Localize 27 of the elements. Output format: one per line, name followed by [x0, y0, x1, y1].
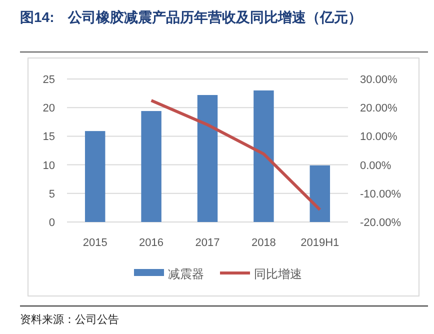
legend-label: 同比增速: [254, 267, 302, 281]
y-tick-label: 25: [42, 74, 55, 86]
y-tick-label: 5: [48, 188, 55, 200]
x-tick-label: 2016: [139, 237, 164, 249]
line-series: [150, 98, 322, 212]
y-tick-label: 20: [42, 102, 55, 115]
y2-tick-label: -10.00%: [360, 188, 402, 200]
y2-tick-label: 0.00%: [360, 160, 392, 172]
y2-tick-label: 30.00%: [360, 74, 398, 86]
y-tick-label: 10: [42, 160, 55, 172]
x-tick-label: 2018: [251, 237, 276, 249]
legend-label: 减震器: [168, 267, 204, 281]
bar: [197, 95, 218, 222]
y2-tick-label: 10.00%: [360, 131, 398, 144]
x-tick-label: 2019H1: [300, 237, 340, 249]
x-tick-label: 2015: [82, 237, 108, 249]
y2-tick-label: -20.00%: [360, 217, 402, 229]
bar: [310, 165, 330, 222]
bar: [254, 90, 274, 222]
bar: [141, 111, 162, 222]
text: 资料来源：公司公告: [20, 313, 119, 326]
y-tick-label: 15: [42, 131, 55, 144]
y-tick-label: 0: [48, 217, 55, 229]
chart-title: 图14: 公司橡胶减震产品历年营收及同比增速（亿元）: [20, 9, 362, 25]
y2-tick-label: 20.00%: [360, 102, 398, 115]
x-tick-label: 2017: [195, 237, 220, 249]
bar: [84, 131, 106, 222]
